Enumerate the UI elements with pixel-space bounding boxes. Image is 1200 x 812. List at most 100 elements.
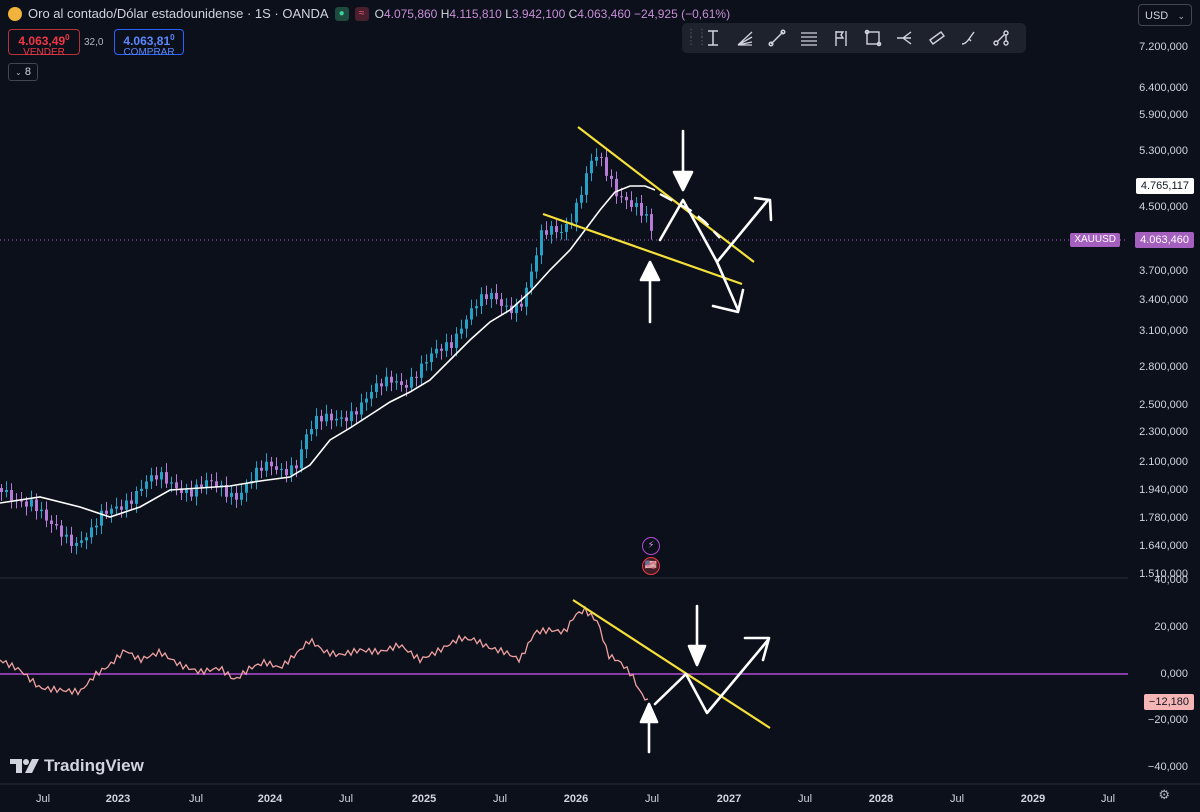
moving-average-line[interactable]: [0, 185, 656, 518]
osc-projection-path[interactable]: [653, 638, 770, 715]
gold-coin-icon: [8, 6, 22, 21]
candle-body: [30, 499, 33, 507]
candle-body: [585, 173, 588, 195]
text-cursor-icon[interactable]: [698, 24, 728, 52]
candle-body: [440, 348, 443, 351]
osc-projection-arrowhead[interactable]: [743, 636, 771, 662]
osc-up-arrow-head[interactable]: [639, 702, 659, 724]
rectangle-icon[interactable]: [858, 24, 888, 52]
candle-body: [130, 500, 133, 504]
candle-body: [620, 196, 623, 198]
oscillator-line[interactable]: [0, 605, 649, 701]
market-open-icon[interactable]: ●: [334, 6, 349, 21]
candle-body: [650, 214, 653, 231]
candle-body: [165, 472, 168, 484]
flag-icon[interactable]: [826, 24, 856, 52]
open-label: O: [374, 6, 384, 21]
projection-down-arrowhead[interactable]: [711, 288, 745, 314]
candle-body: [405, 384, 408, 388]
projection-up-path[interactable]: [658, 198, 770, 264]
price-tick-label: 3.400,000: [1139, 294, 1188, 306]
candle-body: [50, 520, 53, 525]
candle-body: [40, 509, 43, 512]
fib-fan-icon[interactable]: [730, 24, 760, 52]
price-tick-label: 3.700,000: [1139, 265, 1188, 277]
candle-body: [185, 489, 188, 493]
candle-body: [485, 294, 488, 300]
open-value: 4.075,860: [383, 6, 438, 21]
candle-body: [480, 294, 483, 307]
osc-down-arrow-head[interactable]: [687, 644, 707, 667]
candle-body: [65, 534, 68, 537]
candlestick-series[interactable]: [0, 148, 653, 555]
candle-body: [520, 303, 523, 307]
economic-event-flag-icon[interactable]: 🇺🇸: [642, 557, 660, 575]
upper-trend-line[interactable]: [577, 126, 755, 263]
channel-icon[interactable]: [922, 24, 952, 52]
spread-value: 32,0: [84, 37, 104, 48]
price-tick-label: 5.300,000: [1139, 145, 1188, 157]
candle-body: [170, 482, 173, 484]
close-value: 4.063,460: [577, 6, 631, 21]
candle-body: [600, 156, 603, 158]
candle-body: [175, 482, 178, 489]
candle-body: [115, 506, 118, 509]
candle-body: [640, 202, 643, 216]
dividend-event-icon[interactable]: ⚡: [642, 537, 660, 555]
candle-body: [10, 490, 13, 501]
buy-button[interactable]: 4.063,810 COMPRAR: [114, 29, 184, 58]
trend-line-icon[interactable]: [762, 24, 792, 52]
ma-projection-dashed-line[interactable]: [659, 192, 721, 239]
candle-body: [565, 223, 568, 232]
candle-body: [395, 381, 398, 383]
candle-body: [205, 480, 208, 487]
candle-body: [345, 417, 348, 422]
down-arrow-head[interactable]: [672, 170, 694, 192]
price-tick-label: 2.500,000: [1139, 399, 1188, 411]
chevron-down-icon: ⌄: [1177, 11, 1185, 21]
sell-button[interactable]: 4.063,490 VENDER: [8, 29, 80, 58]
candle-body: [240, 492, 243, 500]
candle-body: [35, 499, 38, 512]
ma-value-label: 4.765,117: [1135, 178, 1194, 194]
up-arrow-head[interactable]: [639, 260, 661, 282]
candle-body: [500, 299, 503, 306]
candle-body: [490, 292, 493, 300]
candle-body: [110, 508, 113, 514]
sell-price-sup: 0: [65, 33, 70, 42]
indicators-toggle[interactable]: ⌄ 8: [8, 63, 38, 81]
symbol-title[interactable]: Oro al contado/Dólar estadounidense · 1S…: [28, 6, 329, 21]
time-tick-label: 2028: [868, 793, 894, 805]
candle-body: [160, 472, 163, 480]
candle-body: [590, 160, 593, 174]
current-price-label: 4.063,460: [1135, 232, 1194, 248]
gear-icon[interactable]: ⚙: [1158, 787, 1170, 802]
lower-trend-line[interactable]: [542, 212, 743, 286]
candle-body: [420, 363, 423, 378]
candle-body: [140, 488, 143, 491]
price-tick-label: 2.300,000: [1139, 426, 1188, 438]
projection-down-path[interactable]: [715, 260, 740, 312]
currency-select[interactable]: USD ⌄: [1138, 4, 1192, 26]
high-label: H: [440, 6, 450, 21]
candle-body: [45, 509, 48, 521]
fork-icon[interactable]: [890, 24, 920, 52]
time-tick-label: Jul: [188, 793, 204, 805]
path-icon[interactable]: [986, 24, 1016, 52]
candle-body: [320, 415, 323, 422]
delayed-data-icon[interactable]: ≈: [354, 6, 369, 21]
projection-up-arrowhead[interactable]: [753, 196, 773, 222]
time-tick-label: Jul: [1100, 793, 1116, 805]
candle-body: [630, 200, 633, 207]
candle-body: [325, 413, 328, 422]
low-label: L: [505, 6, 512, 21]
currency-value: USD: [1145, 10, 1169, 22]
oscillator-trend-line[interactable]: [572, 599, 771, 729]
candle-body: [150, 475, 153, 482]
brush-icon[interactable]: [954, 24, 984, 52]
parallel-lines-icon[interactable]: [794, 24, 824, 52]
time-tick-label: 2027: [716, 793, 742, 805]
candle-body: [400, 381, 403, 385]
candle-body: [380, 383, 383, 387]
